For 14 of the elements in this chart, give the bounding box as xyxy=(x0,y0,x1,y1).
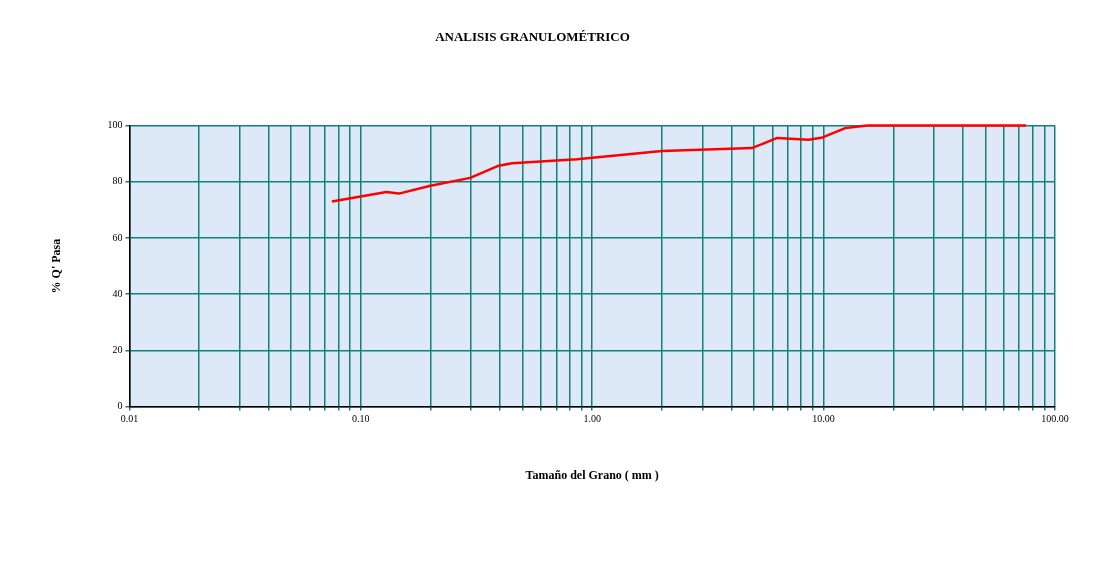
y-axis-title: % Q' Pasa xyxy=(49,238,64,294)
x-tick-label: 0.01 xyxy=(120,413,139,425)
x-axis-title: Tamaño del Grano ( mm ) xyxy=(525,467,659,482)
x-tick-label: 10.00 xyxy=(812,413,835,425)
y-tick-label: 80 xyxy=(112,175,123,187)
x-tick-label: 1.00 xyxy=(583,413,601,425)
x-tick-label: 0.10 xyxy=(352,413,370,425)
y-tick-label: 100 xyxy=(107,119,123,131)
y-tick-label: 0 xyxy=(117,400,123,412)
chart-title: ANALISIS GRANULOMÉTRICO xyxy=(435,29,630,45)
y-tick-label: 60 xyxy=(112,231,123,243)
y-tick-label: 20 xyxy=(112,344,123,356)
x-tick-label: 100.00 xyxy=(1041,413,1069,425)
y-tick-label: 40 xyxy=(112,287,123,299)
